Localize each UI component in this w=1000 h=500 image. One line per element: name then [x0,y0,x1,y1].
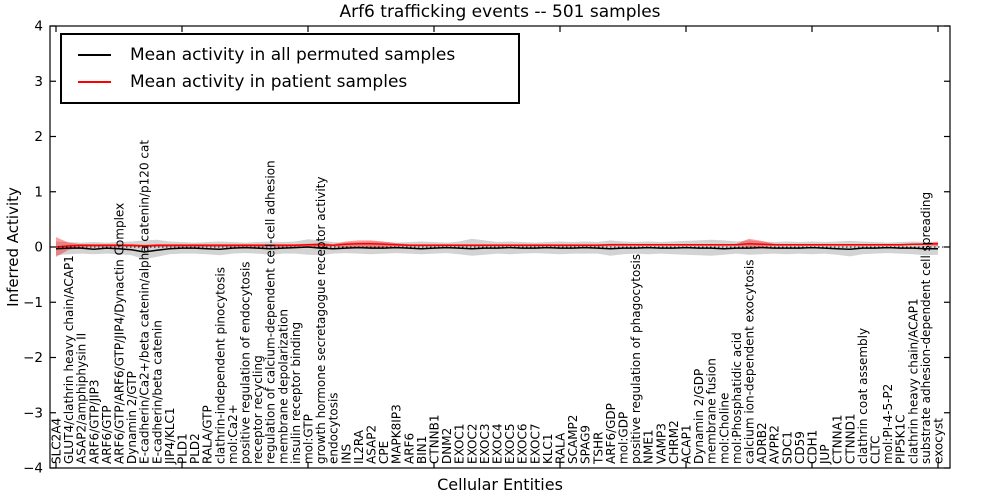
y-tick-label: −2 [23,350,43,366]
x-tick-label: EXOC1 [453,424,467,465]
x-tick-label: Dynamin 2/GDP [692,369,706,464]
x-tick-label: CD59 [793,431,807,464]
x-tick-label: ASAP2 [365,425,379,464]
legend-item-patient: Mean activity in patient samples [62,68,518,95]
x-tick-label: RALA/GTP [201,405,215,464]
x-tick-label: CHRM2 [667,420,681,464]
x-tick-label: mol:Choline [717,393,731,464]
x-tick-label: mol:Ca2+ [226,404,240,464]
x-tick-label: SPAG9 [579,425,593,464]
chart-title: Arf6 trafficking events -- 501 samples [339,2,661,22]
x-tick-label: EXOC3 [478,424,492,465]
x-tick-label: MAPK8IP3 [390,404,404,464]
legend-label-patient: Mean activity in patient samples [130,71,408,92]
x-tick-label: mol:PI-4-5-P2 [881,384,895,464]
x-tick-label: SDC1 [780,431,794,464]
y-tick-label: −3 [23,405,43,421]
x-axis-ticks [55,26,939,468]
x-tick-label: mol:GDP [617,412,631,464]
x-tick-label: TSHR [591,432,605,465]
mean-lines [55,242,939,253]
x-tick-label: membrane fusion [705,358,719,464]
x-tick-label: clathrin coat assembly [856,328,870,464]
x-tick-label: insulin receptor binding [289,322,303,464]
x-tick-label: mol:GTP [302,414,316,464]
x-tick-label: clathrin heavy chain/ACAP1 [906,298,920,464]
x-tick-label: JIP4/KLC1 [163,407,177,465]
x-tick-label: EXOC5 [503,424,517,465]
x-tick-label: EXOC6 [516,424,530,465]
x-tick-label: ARF6 [402,433,416,464]
x-tick-label: E-cadherin/beta catenin [150,320,164,464]
x-tick-label: clathrin-independent pinocytosis [213,267,227,464]
x-tick-label: EXOC4 [491,424,505,465]
x-tick-label: JUP [818,444,832,465]
x-tick-label: ARF6/GTP/ARF6/GTP/JIP4/Dynactin Complex [113,203,127,464]
y-axis-label: Inferred Activity [4,187,22,307]
y-tick-label: 2 [34,129,43,145]
legend: Mean activity in all permuted samples Me… [60,33,520,104]
x-tick-label: CPE [377,441,391,464]
x-tick-label: ASAP2/amphiphysin II [75,333,89,464]
x-tick-label: CTNNB1 [428,414,442,464]
x-tick-label: membrane depolarization [276,309,290,464]
x-tick-label: EXOC7 [528,424,542,465]
x-tick-label: exocyst [932,418,946,464]
x-tick-label: NME1 [642,429,656,464]
x-tick-label: IL2RA [352,429,366,464]
x-tick-label: PLD1 [176,433,190,464]
legend-label-permuted: Mean activity in all permuted samples [130,44,456,65]
x-tick-label: RALA [554,432,568,464]
x-tick-label: CDH1 [806,430,820,464]
y-tick-label: 0 [34,240,43,256]
x-tick-label: AVPR2 [768,425,782,464]
y-tick-label: 4 [34,19,43,35]
legend-line-black-icon [78,53,111,56]
x-tick-label: GLUT4/clathrin heavy chain/ACAP1 [62,255,76,464]
x-tick-label: mol:Phosphatidic acid [730,332,744,464]
x-tick-label: CTNND1 [843,413,857,464]
x-tick-label: E-cadherin/Ca2+/beta catenin/alpha caten… [138,140,152,464]
x-tick-label: INS [339,444,353,464]
x-tick-label: CLTC [869,436,883,464]
legend-item-permuted: Mean activity in all permuted samples [62,41,518,68]
x-tick-label: CTNNA1 [831,414,845,464]
x-tick-label: EXOC2 [465,424,479,465]
x-tick-label: ARF6/GTP/JIP3 [87,379,101,464]
legend-line-red-icon [78,80,111,83]
x-tick-label: ARF6/GDP [604,403,618,464]
y-tick-label: 3 [34,74,43,90]
y-tick-label: −4 [23,461,43,477]
x-tick-label: receptor recycling [251,355,265,464]
x-tick-label: positive regulation of endocytosis [239,261,253,464]
x-tick-label: endocytosis [327,392,341,464]
x-tick-label: ADRB2 [755,422,769,464]
x-tick-label: KLC1 [541,433,555,464]
x-tick-label: VAMP3 [654,423,668,464]
x-tick-label: positive regulation of phagocytosis [629,254,643,464]
x-tick-label: PLD2 [188,433,202,464]
x-tick-label: calcium ion-dependent exocytosis [743,260,757,465]
x-tick-label: growth hormone secretagogue receptor act… [314,177,328,464]
x-axis-label: Cellular Entities [437,475,563,494]
x-tick-label: DNM2 [440,428,454,464]
x-tick-label: ACAP1 [680,425,694,464]
x-tick-label: ARF6/GTP [100,405,114,464]
x-tick-label: Dynamin 2/GTP [125,371,139,464]
x-tick-label: regulation of calcium-dependent cell-cel… [264,160,278,464]
y-tick-label: −1 [23,295,43,311]
x-tick-label: substrate adhesion-dependent cell spread… [919,192,933,464]
y-tick-label: 1 [34,184,43,200]
x-tick-label: SLC2A4 [50,418,64,464]
x-tick-label: PIP5K1C [894,414,908,464]
y-axis-ticks: −4 −3 −2 −1 0 1 2 3 4 [23,19,950,477]
x-tick-label: BIN1 [415,436,429,464]
x-tick-label: SCAMP2 [566,415,580,464]
